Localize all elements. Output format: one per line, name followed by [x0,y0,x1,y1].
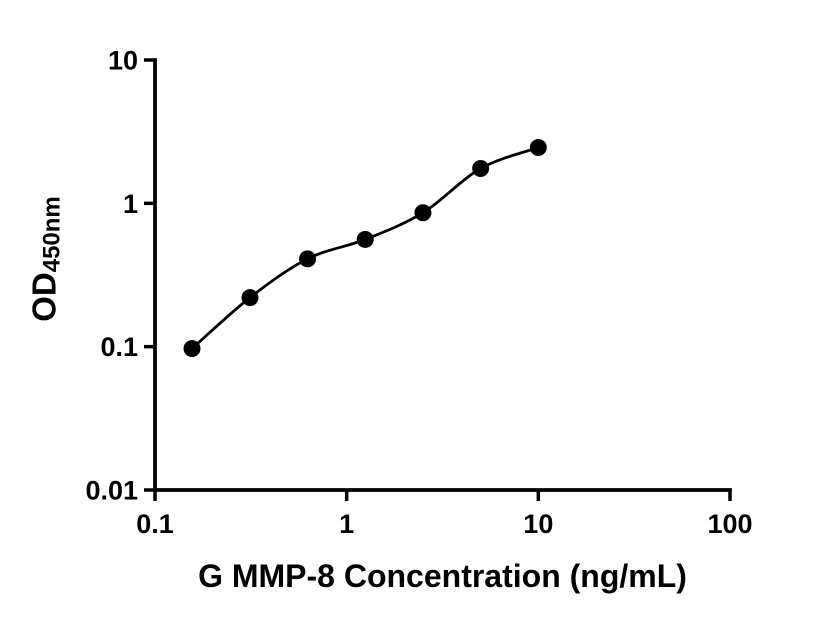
data-point [183,340,201,358]
x-tick-label: 10 [523,509,553,539]
y-axis-title-subscript: 450nm [38,196,66,273]
data-point [299,250,317,268]
y-tick-label: 1 [123,189,138,219]
y-tick-label: 0.1 [100,332,138,362]
data-point [356,230,374,248]
y-tick-label: 10 [108,46,138,76]
data-point [529,139,547,157]
data-point [414,204,432,222]
axes [153,58,732,492]
y-axis-title-main: OD [25,272,63,322]
y-axis-title: OD450nm [26,196,67,322]
x-tick-label: 0.1 [136,509,174,539]
data-point [241,289,259,307]
fit-curve [191,146,539,350]
x-axis-title: G MMP-8 Concentration (ng/mL) [198,558,687,594]
x-tick-label: 1 [339,509,354,539]
y-tick-label: 0.01 [85,476,138,506]
x-tick-label: 100 [707,509,752,539]
data-point [472,160,490,177]
